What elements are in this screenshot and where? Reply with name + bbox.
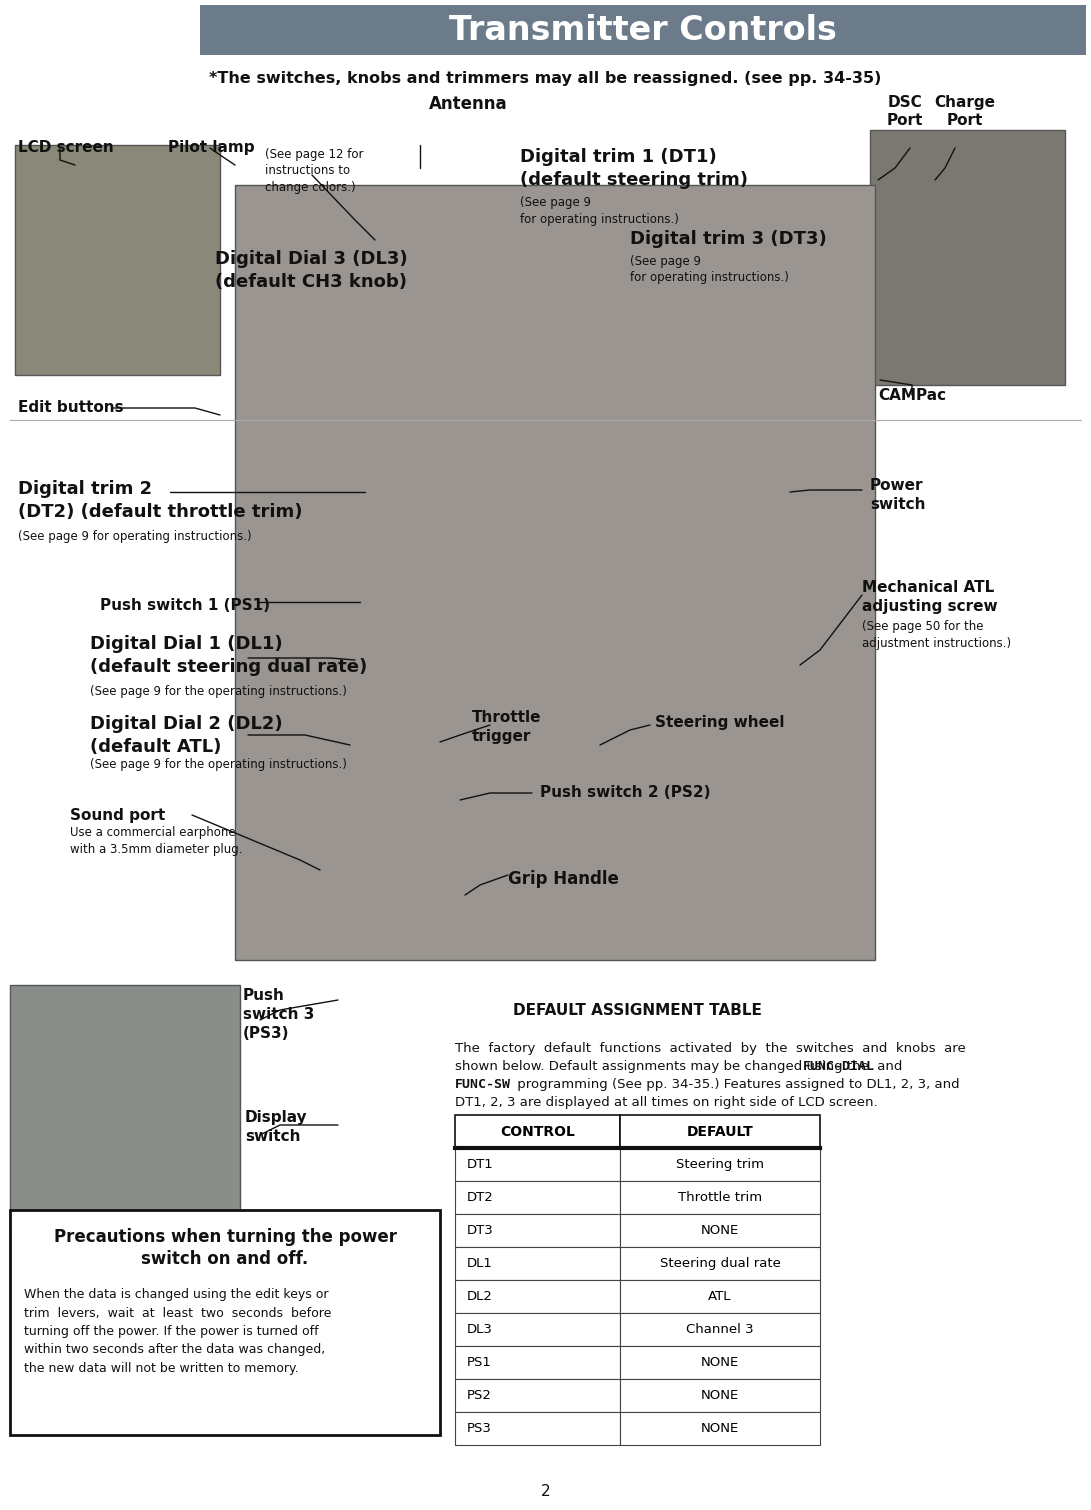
- Bar: [15, 145, 220, 374]
- Text: Digital trim 1 (DT1)
(default steering trim): Digital trim 1 (DT1) (default steering t…: [520, 148, 748, 189]
- Bar: [200, 5, 1086, 54]
- Text: shown below. Default assignments may be changed using the: shown below. Default assignments may be …: [455, 1060, 873, 1074]
- Text: Digital trim 3 (DT3): Digital trim 3 (DT3): [630, 230, 827, 248]
- Text: and: and: [873, 1060, 902, 1074]
- Bar: [455, 1181, 620, 1214]
- Text: PS2: PS2: [467, 1389, 492, 1401]
- Text: (See page 9 for the operating instructions.): (See page 9 for the operating instructio…: [89, 686, 347, 698]
- Bar: [10, 985, 240, 1235]
- Text: Digital Dial 1 (DL1)
(default steering dual rate): Digital Dial 1 (DL1) (default steering d…: [89, 636, 368, 676]
- Text: FUNC-DIAL: FUNC-DIAL: [803, 1060, 875, 1074]
- Bar: [620, 1247, 820, 1280]
- Text: Port: Port: [887, 113, 923, 128]
- Text: DT2: DT2: [467, 1191, 494, 1203]
- Text: DT1: DT1: [467, 1158, 494, 1170]
- Text: LCD screen: LCD screen: [17, 140, 113, 156]
- Text: Steering wheel: Steering wheel: [655, 716, 784, 729]
- Text: NONE: NONE: [700, 1356, 739, 1370]
- Text: CAMPac: CAMPac: [878, 388, 946, 403]
- Bar: [455, 1412, 620, 1445]
- Text: Power
switch: Power switch: [870, 479, 925, 512]
- Bar: [455, 1247, 620, 1280]
- Text: CONTROL: CONTROL: [500, 1125, 575, 1139]
- Text: DT1, 2, 3 are displayed at all times on right side of LCD screen.: DT1, 2, 3 are displayed at all times on …: [455, 1096, 877, 1108]
- Text: Push
switch 3
(PS3): Push switch 3 (PS3): [243, 988, 314, 1042]
- Text: DEFAULT: DEFAULT: [686, 1125, 754, 1139]
- Text: Push switch 2 (PS2): Push switch 2 (PS2): [540, 785, 710, 800]
- Text: PS3: PS3: [467, 1422, 492, 1434]
- Text: Precautions when turning the power
switch on and off.: Precautions when turning the power switc…: [53, 1228, 396, 1268]
- Text: (See page 9 for the operating instructions.): (See page 9 for the operating instructio…: [89, 758, 347, 772]
- Text: programming (See pp. 34-35.) Features assigned to DL1, 2, 3, and: programming (See pp. 34-35.) Features as…: [513, 1078, 960, 1092]
- Text: NONE: NONE: [700, 1225, 739, 1237]
- Bar: [455, 1379, 620, 1412]
- Text: DSC: DSC: [888, 95, 922, 110]
- Text: Use a commercial earphone
with a 3.5mm diameter plug.: Use a commercial earphone with a 3.5mm d…: [70, 826, 242, 856]
- Text: Pilot lamp: Pilot lamp: [168, 140, 254, 156]
- Text: Antenna: Antenna: [429, 95, 507, 113]
- Text: DL2: DL2: [467, 1290, 493, 1303]
- Text: Push switch 1 (PS1): Push switch 1 (PS1): [100, 598, 269, 613]
- Text: NONE: NONE: [700, 1422, 739, 1434]
- Bar: [620, 1214, 820, 1247]
- Bar: [620, 1114, 820, 1148]
- Bar: [235, 186, 875, 960]
- Bar: [620, 1181, 820, 1214]
- Text: Edit buttons: Edit buttons: [17, 400, 123, 415]
- Text: Display
switch: Display switch: [245, 1110, 308, 1145]
- Text: Digital trim 2
(DT2) (default throttle trim): Digital trim 2 (DT2) (default throttle t…: [17, 480, 302, 521]
- Text: DEFAULT ASSIGNMENT TABLE: DEFAULT ASSIGNMENT TABLE: [513, 1003, 762, 1018]
- Text: PS1: PS1: [467, 1356, 492, 1370]
- Bar: [455, 1148, 620, 1181]
- Text: *The switches, knobs and trimmers may all be reassigned. (see pp. 34-35): *The switches, knobs and trimmers may al…: [209, 71, 882, 86]
- Bar: [455, 1114, 620, 1148]
- Text: (See page 9
for operating instructions.): (See page 9 for operating instructions.): [520, 196, 679, 225]
- Text: DL1: DL1: [467, 1256, 493, 1270]
- Bar: [455, 1280, 620, 1314]
- Text: Digital Dial 2 (DL2)
(default ATL): Digital Dial 2 (DL2) (default ATL): [89, 716, 283, 757]
- Text: Steering trim: Steering trim: [676, 1158, 764, 1170]
- Text: Sound port: Sound port: [70, 808, 165, 823]
- Bar: [455, 1214, 620, 1247]
- Bar: [620, 1314, 820, 1345]
- Text: Digital Dial 3 (DL3)
(default CH3 knob): Digital Dial 3 (DL3) (default CH3 knob): [215, 251, 408, 291]
- Bar: [455, 1345, 620, 1379]
- Bar: [620, 1345, 820, 1379]
- Text: FUNC-SW: FUNC-SW: [455, 1078, 511, 1092]
- Text: Port: Port: [947, 113, 983, 128]
- Text: Throttle trim: Throttle trim: [678, 1191, 762, 1203]
- Text: NONE: NONE: [700, 1389, 739, 1401]
- Text: Steering dual rate: Steering dual rate: [660, 1256, 780, 1270]
- Text: Grip Handle: Grip Handle: [508, 870, 619, 888]
- Text: Charge: Charge: [935, 95, 995, 110]
- Text: Mechanical ATL
adjusting screw: Mechanical ATL adjusting screw: [862, 580, 997, 615]
- Bar: [870, 130, 1065, 385]
- Bar: [620, 1148, 820, 1181]
- Text: The  factory  default  functions  activated  by  the  switches  and  knobs  are: The factory default functions activated …: [455, 1042, 966, 1055]
- Bar: [620, 1280, 820, 1314]
- Bar: [620, 1379, 820, 1412]
- Text: When the data is changed using the edit keys or
trim  levers,  wait  at  least  : When the data is changed using the edit …: [24, 1288, 332, 1376]
- Text: (See page 50 for the
adjustment instructions.): (See page 50 for the adjustment instruct…: [862, 621, 1011, 649]
- Text: DT3: DT3: [467, 1225, 494, 1237]
- Bar: [620, 1412, 820, 1445]
- Text: 2: 2: [541, 1484, 550, 1499]
- Text: (See page 9 for operating instructions.): (See page 9 for operating instructions.): [17, 530, 252, 544]
- Text: ATL: ATL: [708, 1290, 732, 1303]
- Text: Channel 3: Channel 3: [686, 1323, 754, 1336]
- Text: Throttle
trigger: Throttle trigger: [472, 710, 541, 744]
- Text: DL3: DL3: [467, 1323, 493, 1336]
- Text: (See page 9
for operating instructions.): (See page 9 for operating instructions.): [630, 255, 789, 284]
- Bar: [455, 1314, 620, 1345]
- Bar: [10, 1210, 440, 1434]
- Text: (See page 12 for
instructions to
change colors.): (See page 12 for instructions to change …: [265, 148, 363, 193]
- Text: Transmitter Controls: Transmitter Controls: [449, 14, 837, 47]
